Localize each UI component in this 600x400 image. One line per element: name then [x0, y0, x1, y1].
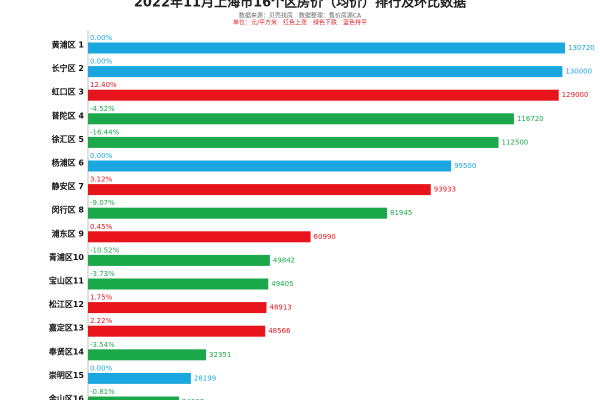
change-label: 3.12%	[90, 176, 113, 184]
value-label: 81945	[390, 209, 412, 217]
bar	[88, 113, 514, 125]
category-label: 宝山区11	[49, 276, 85, 286]
category-label: 奉贤区14	[48, 346, 85, 356]
category-label: 松江区12	[49, 299, 84, 309]
value-label: 112500	[502, 138, 529, 146]
change-label: -16.44%	[90, 128, 120, 136]
category-label: 徐汇区 5	[51, 134, 85, 144]
value-label: 129000	[562, 91, 589, 99]
value-label: 130000	[565, 68, 592, 76]
bar	[88, 231, 311, 243]
change-label: -3.54%	[90, 341, 115, 349]
change-label: -3.73%	[90, 270, 115, 278]
change-label: -10.52%	[90, 246, 120, 254]
category-label: 浦东区 9	[52, 228, 85, 238]
bar	[88, 372, 191, 384]
value-label: 130720	[568, 44, 595, 52]
change-label: 2.22%	[90, 317, 113, 325]
bar	[88, 42, 565, 54]
value-label: 49842	[273, 256, 295, 264]
bar	[88, 184, 431, 196]
bar	[88, 160, 452, 172]
category-label: 崇明区15	[49, 370, 85, 380]
value-label: 48566	[268, 327, 291, 335]
change-label: 0.00%	[90, 152, 113, 160]
bar	[88, 302, 267, 314]
value-label: 48913	[269, 304, 291, 312]
change-label: 0.45%	[90, 223, 113, 231]
chart-title: 2022年11月上海市16个区房价（均价）排行及环比数据	[134, 0, 466, 11]
category-label: 青浦区10	[49, 252, 85, 262]
change-label: 12.40%	[90, 81, 117, 89]
category-label: 静安区 7	[52, 181, 84, 191]
bar	[88, 325, 266, 337]
value-label: 93933	[434, 186, 456, 194]
value-label: 32351	[209, 351, 231, 359]
value-label: 49405	[271, 280, 293, 288]
change-label: 0.00%	[90, 58, 113, 66]
bar	[88, 349, 207, 361]
value-label: 116720	[517, 115, 544, 123]
category-label: 金山区16	[48, 394, 85, 400]
change-label: 1.75%	[90, 294, 113, 302]
bar	[88, 66, 563, 78]
bar	[88, 207, 388, 219]
change-label: 0.00%	[90, 34, 113, 42]
note: 单位：元/平方米 红色上涨 绿色下跌 蓝色持平	[233, 19, 367, 27]
subtitle: 数据来源：贝壳找房 数据整理：售价房源CA	[239, 12, 362, 20]
bar	[88, 254, 270, 266]
bar	[88, 136, 499, 148]
change-label: 0.00%	[90, 364, 113, 372]
bar	[88, 89, 559, 101]
change-label: -0.81%	[90, 388, 115, 396]
category-label: 嘉定区13	[48, 323, 84, 333]
value-label: 24933	[182, 398, 204, 400]
value-label: 99500	[454, 162, 476, 170]
change-label: -4.52%	[90, 105, 115, 113]
category-label: 普陀区 4	[52, 110, 85, 120]
bar	[88, 396, 179, 400]
change-label: -9.07%	[90, 199, 115, 207]
category-label: 黄浦区 1	[52, 40, 85, 50]
bar	[88, 278, 269, 290]
value-label: 28199	[194, 374, 216, 382]
category-label: 长宁区 2	[52, 63, 84, 73]
value-label: 60990	[314, 233, 336, 241]
category-label: 闵行区 8	[52, 205, 85, 215]
category-label: 虹口区 3	[52, 87, 84, 97]
category-label: 杨浦区 6	[52, 158, 85, 168]
